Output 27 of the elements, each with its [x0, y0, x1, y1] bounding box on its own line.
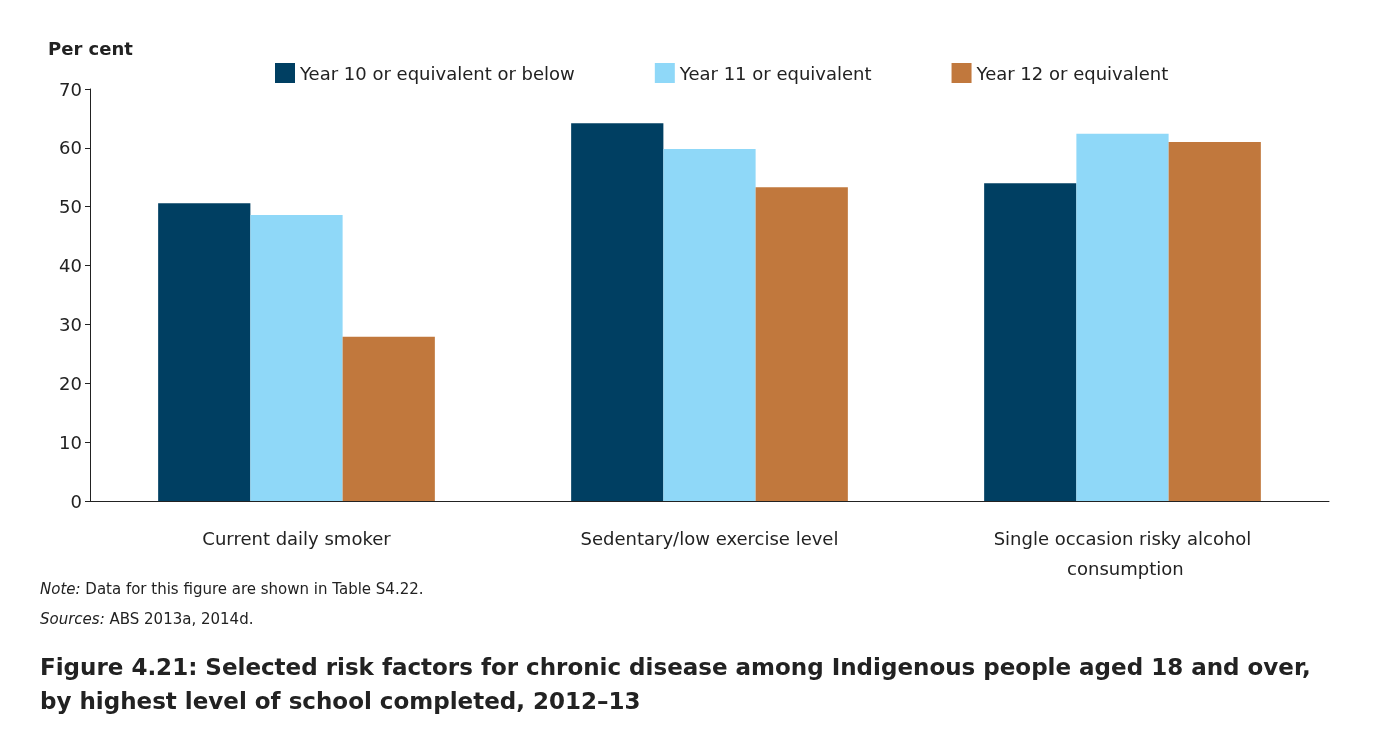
bar [342, 336, 435, 501]
y-tick-label: 20 [59, 372, 82, 394]
y-tick-label: 40 [59, 255, 82, 277]
legend-label: Year 11 or equivalent [678, 62, 872, 84]
x-tick-label: Sedentary/low exercise level [580, 527, 839, 549]
bar [1168, 141, 1261, 501]
y-tick-label: 60 [59, 137, 82, 159]
bar [571, 123, 664, 501]
bar [250, 214, 343, 501]
legend-label: Year 12 or equivalent [975, 62, 1169, 84]
y-tick-label: 10 [59, 431, 82, 453]
text: Note: Data for this figure are shown in Table S4.22. [40, 580, 424, 598]
x-tick-label: Current daily smoker [202, 527, 392, 549]
x-tick-label: Single occasion risky alcohol consumption [993, 527, 1252, 579]
bar [984, 183, 1077, 501]
y-tick-label: 30 [59, 313, 82, 335]
y-tick-label: 70 [59, 78, 82, 100]
bar [158, 203, 251, 501]
legend-label: Year 10 or equivalent or below [299, 62, 575, 84]
y-tick-label: 0 [70, 490, 82, 512]
bar [1076, 133, 1169, 501]
text: Figure 4.21: Selected risk factors for chronic disease among Indigenous people aged 18 and over, by highest level of school completed, 2012–13 [40, 653, 1312, 716]
bar [755, 187, 848, 501]
bar [663, 149, 756, 501]
y-axis-title: Per cent [48, 38, 133, 59]
y-tick-label: 50 [59, 196, 82, 218]
source-note: Sources: ABS 2013a, 2014d. [40, 610, 254, 628]
